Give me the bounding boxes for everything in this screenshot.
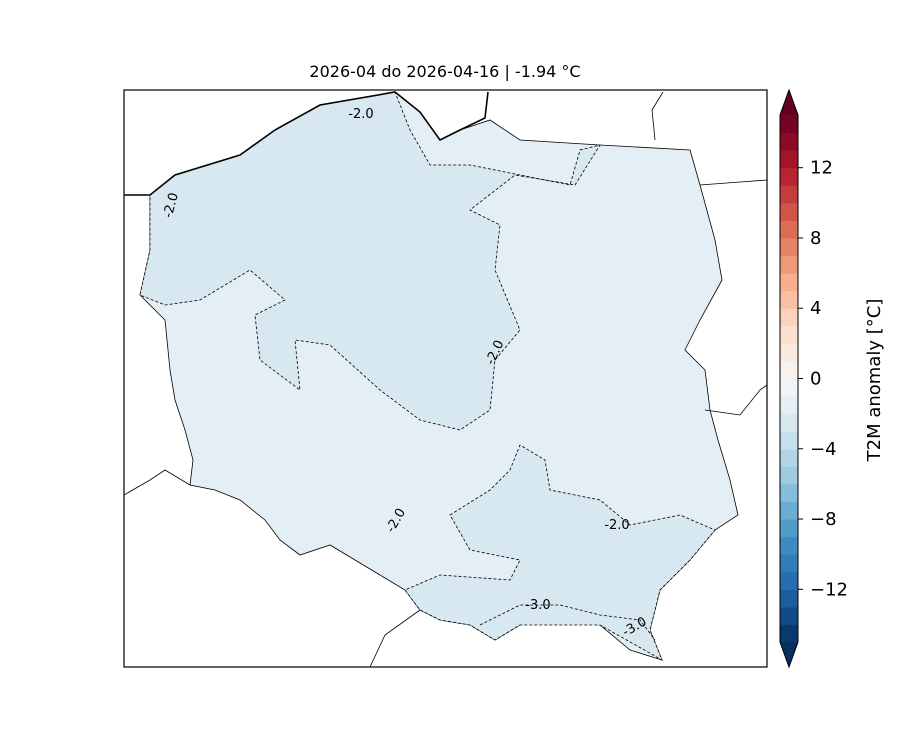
colorbar-band [780, 571, 798, 590]
colorbar-band [780, 308, 798, 327]
colorbar-band [780, 290, 798, 309]
colorbar-band [780, 150, 798, 169]
colorbar-band [780, 202, 798, 221]
colorbar-band [780, 413, 798, 432]
neighbor-border [699, 179, 768, 186]
contour-label: -3.0 [525, 598, 550, 613]
colorbar-band [780, 554, 798, 573]
colorbar-band [780, 396, 798, 415]
contour-label: -2.0 [604, 518, 629, 533]
colorbar-band [780, 360, 798, 379]
colorbar-tick-label: −8 [810, 509, 837, 530]
neighbor-border [123, 469, 191, 496]
colorbar-band [780, 448, 798, 467]
colorbar-band [780, 378, 798, 397]
colorbar-band [780, 606, 798, 625]
colorbar: 12 8 4 0 −4 −8 −12 [779, 88, 848, 669]
neighbor-border [704, 384, 768, 416]
contour-region-below-2-north [139, 91, 601, 431]
contour-region-below-2-southeast [404, 444, 716, 661]
colorbar-band [780, 132, 798, 151]
colorbar-extend-top [780, 90, 798, 115]
colorbar-tick-label: −12 [810, 579, 848, 600]
colorbar-band [780, 483, 798, 502]
map-title: 2026-04 do 2026-04-16 | -1.94 °C [309, 62, 581, 81]
colorbar-tick-label: 8 [810, 228, 821, 249]
contour-label: -2.0 [161, 191, 182, 219]
colorbar-outline [779, 88, 799, 669]
colorbar-band [780, 115, 798, 134]
colorbar-tick-label: 12 [810, 158, 833, 179]
colorbar-band [780, 185, 798, 204]
map-frame [123, 89, 768, 668]
colorbar-band [780, 220, 798, 239]
colorbar-band [780, 624, 798, 643]
colorbar-band [780, 519, 798, 538]
colorbar-band [780, 589, 798, 608]
colorbar-band [780, 325, 798, 344]
colorbar-band [780, 237, 798, 257]
colorbar-tick-label: 4 [810, 298, 821, 319]
colorbar-label: T2M anomaly [°C] [864, 299, 885, 463]
colorbar-band [780, 431, 798, 450]
colorbar-band [780, 536, 798, 555]
contour-label: -2.0 [348, 107, 373, 122]
colorbar-band [780, 501, 798, 520]
colorbar-tick-label: −4 [810, 439, 837, 460]
contour-line-minus-3 [479, 604, 656, 641]
colorbar-extend-bottom [780, 642, 798, 667]
colorbar-band [780, 466, 798, 485]
colorbar-band [780, 167, 798, 186]
colorbar-band [780, 343, 798, 362]
neighbor-border [369, 609, 421, 668]
coastline [124, 91, 489, 196]
colorbar-band [780, 255, 798, 274]
colorbar-tick-label: 0 [810, 369, 821, 390]
neighbor-border [651, 91, 664, 141]
colorbar-band [780, 273, 798, 292]
